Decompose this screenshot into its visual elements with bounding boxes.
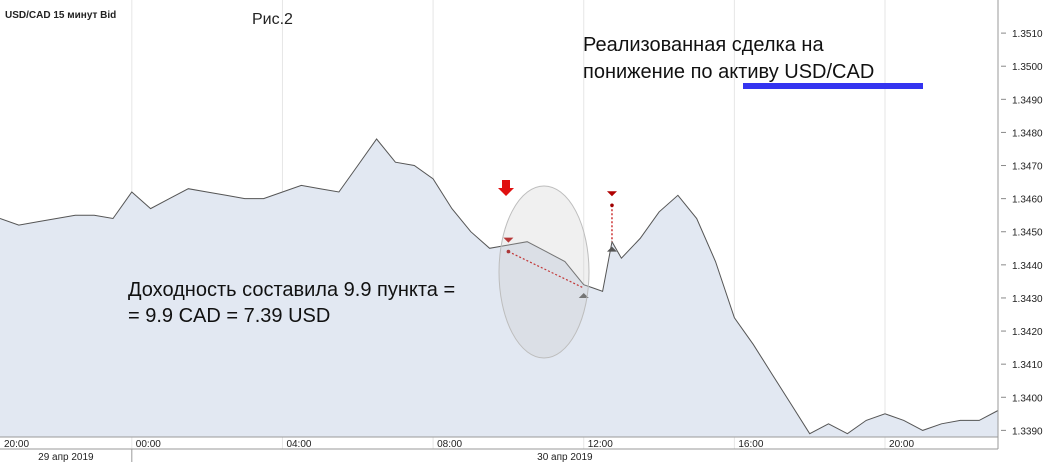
date-label: 29 апр 2019: [38, 452, 94, 462]
y-tick-label: 1.3470: [1012, 162, 1043, 173]
y-tick-label: 1.3440: [1012, 261, 1043, 272]
price-line: [0, 138, 999, 435]
y-tick-label: 1.3390: [1012, 426, 1043, 437]
y-tick-label: 1.3420: [1012, 327, 1043, 338]
y-tick-label: 1.3410: [1012, 360, 1043, 371]
y-tick-label: 1.3460: [1012, 195, 1043, 206]
x-tick-label: 04:00: [286, 439, 311, 450]
annotation-line: понижение по активу USD/CAD: [583, 61, 874, 83]
trade-close-marker: [578, 293, 589, 299]
annotation-line: Реализованная сделка на: [583, 34, 824, 56]
trade-open-marker: [503, 237, 514, 243]
trade-open-point: [506, 249, 511, 254]
sell-arrow: [498, 180, 514, 196]
annotation-line: = 9.9 CAD = 7.39 USD: [128, 305, 330, 327]
y-tick-label: 1.3490: [1012, 95, 1043, 106]
x-tick-label: 20:00: [889, 439, 914, 450]
x-tick-label: 16:00: [738, 439, 763, 450]
data-layer: [0, 138, 999, 437]
y-tick-label: 1.3450: [1012, 228, 1043, 239]
annotation-line: Доходность составила 9.9 пункта =: [128, 279, 455, 301]
price-area: [0, 139, 998, 437]
y-tick-label: 1.3480: [1012, 128, 1043, 139]
x-tick-label: 20:00: [4, 439, 29, 450]
highlight-ellipse: [498, 185, 590, 359]
annotation-layer: [498, 83, 923, 359]
figure-label: Рис.2: [252, 11, 293, 28]
trade-open-point: [610, 203, 614, 208]
x-tick-label: 00:00: [136, 439, 161, 450]
trade-open-marker: [606, 191, 617, 197]
chart-title: USD/CAD 15 минут Bid: [5, 10, 116, 21]
trade-link: [508, 251, 584, 289]
underline: [743, 83, 923, 89]
y-tick-label: 1.3400: [1012, 393, 1043, 404]
trade-close-marker: [606, 246, 617, 252]
date-label: 30 апр 2019: [537, 452, 593, 462]
y-tick-label: 1.3510: [1012, 29, 1043, 40]
x-tick-label: 12:00: [588, 439, 613, 450]
x-tick-label: 08:00: [437, 439, 462, 450]
y-tick-label: 1.3500: [1012, 62, 1043, 73]
y-tick-label: 1.3430: [1012, 294, 1043, 305]
